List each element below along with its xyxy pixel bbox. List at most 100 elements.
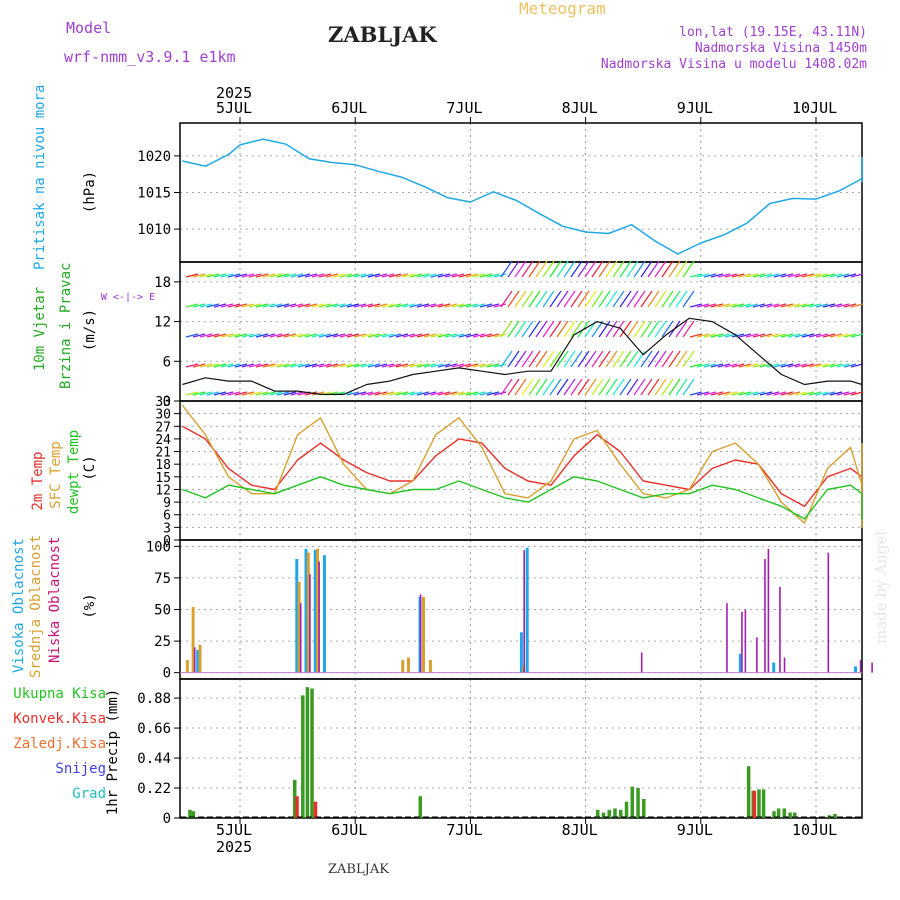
y-tick-label: 9 (163, 496, 171, 511)
wind-arrow (241, 363, 255, 368)
wind-arrow (234, 273, 248, 278)
wind-arrow (388, 273, 402, 278)
wind-arrow (465, 273, 479, 278)
wind-arrow (598, 320, 611, 338)
wind-arrow (521, 350, 534, 368)
sfc-temp-line (181, 404, 863, 529)
wind-arrow (500, 350, 513, 368)
wind-arrow (304, 333, 318, 338)
wind-arrow (227, 391, 241, 396)
wind-arrow (185, 273, 199, 278)
wind-arrow (584, 378, 597, 396)
wind-arrow (514, 378, 527, 396)
wind-arrow (283, 333, 297, 338)
precip-legend-item: Grad (72, 786, 106, 802)
wind-arrow (486, 303, 500, 308)
wind-arrow (808, 363, 822, 368)
precip-bar (757, 789, 761, 818)
day-label: 5JUL (216, 99, 253, 117)
wind-arrow (766, 363, 780, 368)
wind-arrow (332, 273, 346, 278)
cloud-high-bar (854, 666, 858, 673)
wind-arrow (241, 391, 255, 396)
wind-arrow (738, 303, 752, 308)
wind-arrow (752, 391, 766, 396)
wind-arrow (493, 333, 507, 338)
wind-arrow (353, 333, 367, 338)
wind-arrow (409, 303, 423, 308)
wind-arrow (304, 273, 318, 278)
wind-arrow (213, 303, 227, 308)
cloud-high-bar (322, 555, 326, 673)
wind-arrow (843, 333, 857, 338)
wind-arrow (360, 391, 374, 396)
wind-arrow (269, 333, 283, 338)
wind-arrow (703, 333, 717, 338)
wind-arrow (472, 273, 486, 278)
wind-arrow (381, 391, 395, 396)
wind-arrow (241, 303, 255, 308)
wind-arrow (213, 273, 227, 278)
wind-arrow (255, 391, 269, 396)
y-tick-label: 0 (163, 534, 171, 549)
wind-arrow (290, 273, 304, 278)
wind-arrow (290, 363, 304, 368)
wind-arrow (633, 290, 646, 308)
wind-arrow (829, 303, 843, 308)
wind-arrow (801, 391, 815, 396)
cloud-low-bar (640, 652, 643, 673)
wind-arrow (437, 333, 451, 338)
wind-arrow (598, 260, 611, 278)
precip-bar (792, 812, 797, 818)
wind-arrow (402, 391, 416, 396)
wind-arrow (766, 333, 780, 338)
precip-legend-item: Zaledj.Kisa (13, 736, 106, 752)
wind-arrow (213, 363, 227, 368)
wind-arrow (353, 273, 367, 278)
cloud-low-bar (419, 594, 422, 673)
wind-arrow (507, 350, 520, 368)
wind-arrow (780, 391, 794, 396)
wind-arrow (535, 378, 548, 396)
wind-arrow (430, 391, 444, 396)
wind-arrow (682, 350, 695, 368)
wind-arrow (619, 350, 632, 368)
cloud-high-bar (738, 653, 742, 673)
wind-arrow (836, 303, 850, 308)
wind-arrow (311, 273, 325, 278)
cloud-mid-bar (297, 581, 301, 673)
panel-frame (179, 678, 863, 819)
wind-arrow (822, 303, 836, 308)
page-title: ZABLJAK (328, 22, 437, 47)
wind-arrow (612, 260, 625, 278)
wind-arrow (437, 303, 451, 308)
wind-arrow (514, 320, 527, 338)
wind-arrow (451, 273, 465, 278)
wind-arrow (661, 350, 674, 368)
wind-arrow (542, 260, 555, 278)
cloud-mid-bar (185, 660, 189, 673)
wind-arrow (521, 320, 534, 338)
wind-arrow (423, 333, 437, 338)
meteogram-label: Meteogram (519, 0, 606, 18)
wind-arrow (472, 333, 486, 338)
wind-arrow (717, 303, 731, 308)
wind-arrow (360, 333, 374, 338)
wind-arrow (220, 303, 234, 308)
cloud-high-bar (304, 548, 308, 673)
wind-arrow (766, 303, 780, 308)
wind-arrow (626, 260, 639, 278)
year-top: 2025 (216, 84, 253, 102)
wind-arrow (514, 260, 527, 278)
wind-arrow (689, 273, 703, 278)
precip-bar (310, 688, 314, 818)
wind-arrow (192, 303, 206, 308)
wind-arrow (584, 350, 597, 368)
wind-arrow (528, 290, 541, 308)
wind-arrow (815, 273, 829, 278)
wind-arrow (738, 273, 752, 278)
wind-arrow (220, 273, 234, 278)
wind-arrow (591, 260, 604, 278)
wind-arrow (640, 260, 653, 278)
wind-arrow (801, 273, 815, 278)
